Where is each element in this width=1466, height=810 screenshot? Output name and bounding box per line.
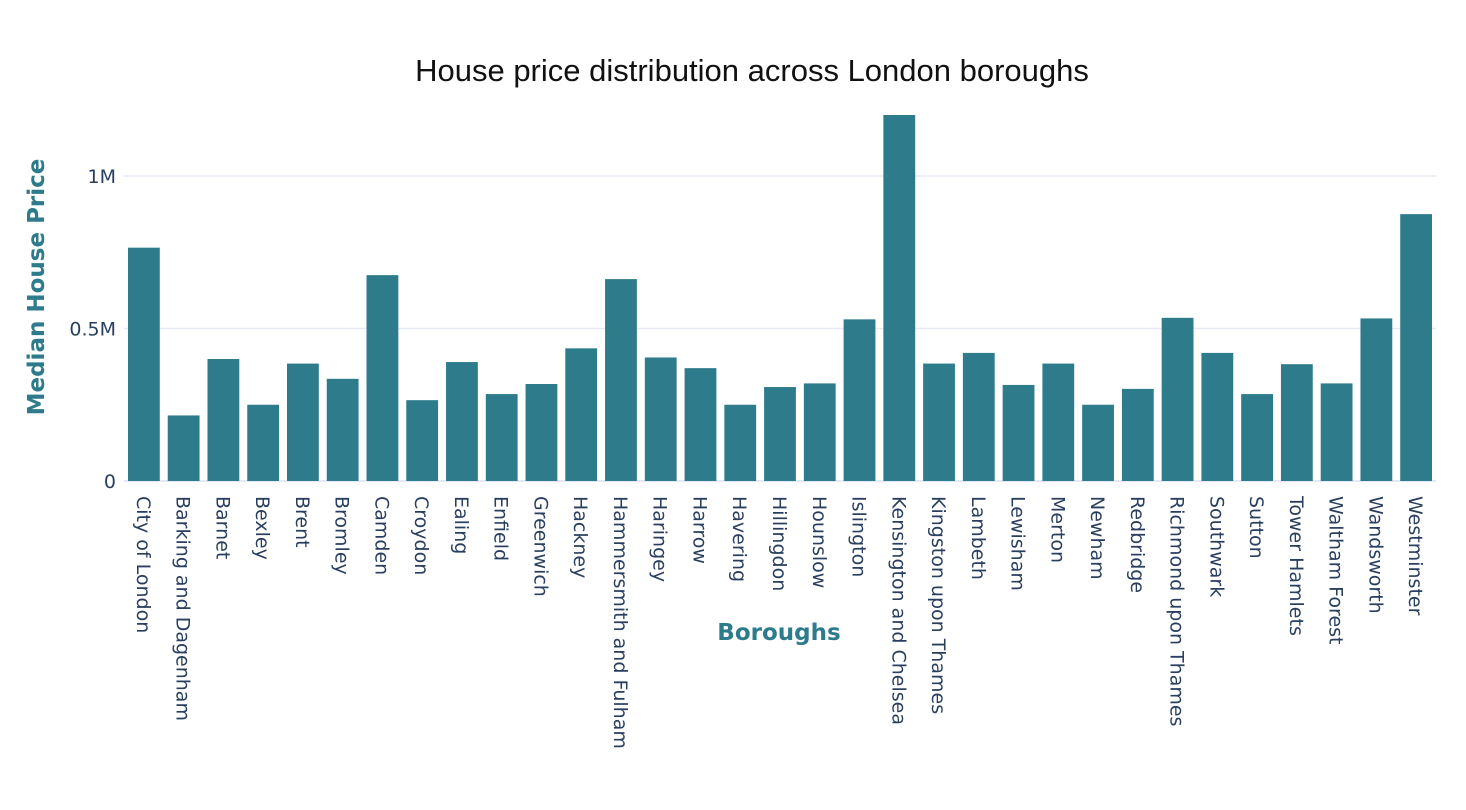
bar <box>406 400 439 481</box>
bars <box>127 115 1433 481</box>
bar <box>565 348 598 481</box>
x-tick-label: Richmond upon Thames <box>1166 496 1188 726</box>
x-tick-label: Newham <box>1086 496 1108 580</box>
x-tick-label: Wandsworth <box>1364 496 1386 614</box>
x-tick-label: Hounslow <box>808 496 830 588</box>
x-tick-label: Lambeth <box>967 496 989 580</box>
x-tick-label: Ealing <box>450 496 472 554</box>
bar <box>127 247 160 481</box>
bar <box>1121 388 1154 481</box>
bar <box>247 404 280 481</box>
y-tick-label: 0.5M <box>69 319 116 341</box>
bar <box>485 394 518 481</box>
bar <box>1201 352 1234 481</box>
y-tick-label: 0 <box>104 471 116 493</box>
bar <box>1280 364 1313 481</box>
bar <box>1320 383 1353 481</box>
bar <box>1042 363 1075 481</box>
chart-title: House price distribution across London b… <box>415 53 1089 88</box>
x-tick-label: Hammersmith and Fulham <box>609 496 631 749</box>
bar <box>923 363 955 481</box>
x-tick-label: Barnet <box>211 496 233 559</box>
bar <box>525 384 558 481</box>
x-axis-title: Boroughs <box>717 620 840 646</box>
x-tick-label: Hackney <box>569 496 591 578</box>
x-tick-label: Bromley <box>331 496 353 575</box>
x-tick-label: City of London <box>132 496 154 633</box>
bar <box>843 319 876 481</box>
x-tick-label: Lewisham <box>1007 496 1029 591</box>
bar <box>1360 318 1393 481</box>
x-tick-label: Tower Hamlets <box>1285 495 1307 636</box>
x-tick-label: Harrow <box>688 496 710 564</box>
x-tick-label: Camden <box>370 496 392 575</box>
x-tick-label: Barking and Dagenham <box>172 496 194 721</box>
bar <box>326 378 359 481</box>
bar <box>684 368 717 481</box>
x-tick-label: Waltham Forest <box>1325 496 1347 644</box>
y-tick-label: 1M <box>88 166 116 188</box>
bar <box>1241 394 1273 481</box>
x-tick-label: Brent <box>291 496 313 548</box>
y-axis-title: Median House Price <box>24 159 50 416</box>
bar <box>883 115 916 481</box>
y-axis-ticks: 0 0.5M 1M <box>69 166 116 493</box>
bar <box>167 415 200 481</box>
x-tick-label: Southwark <box>1205 496 1227 597</box>
bar <box>1082 404 1114 481</box>
x-tick-label: Croydon <box>410 496 432 575</box>
x-tick-label: Havering <box>728 496 750 582</box>
bar <box>287 363 319 481</box>
x-tick-label: Haringey <box>649 496 671 582</box>
bar <box>962 352 995 481</box>
bar <box>1400 214 1433 481</box>
x-tick-label: Hillingdon <box>768 496 790 591</box>
x-tick-label: Merton <box>1046 496 1068 563</box>
x-tick-label: Westminster <box>1404 496 1426 616</box>
x-tick-label: Greenwich <box>529 496 551 597</box>
bar <box>605 279 637 481</box>
x-tick-label: Islington <box>848 496 870 577</box>
bar <box>1161 317 1194 481</box>
bar <box>724 404 757 481</box>
bar <box>644 357 677 481</box>
bar <box>1002 384 1035 481</box>
bar <box>207 359 240 481</box>
x-tick-label: Kingston upon Thames <box>927 496 949 714</box>
x-tick-label: Sutton <box>1245 496 1267 559</box>
bar <box>764 387 796 481</box>
x-tick-label: Bexley <box>251 496 273 560</box>
x-tick-label: Kensington and Chelsea <box>887 496 909 725</box>
bar <box>803 383 836 481</box>
bar <box>366 275 399 481</box>
x-tick-label: Enfield <box>490 496 512 561</box>
bar <box>446 362 478 481</box>
x-tick-label: Redbridge <box>1126 496 1148 593</box>
x-axis-ticks: City of London Barking and Dagenham Barnet… <box>132 495 1426 749</box>
